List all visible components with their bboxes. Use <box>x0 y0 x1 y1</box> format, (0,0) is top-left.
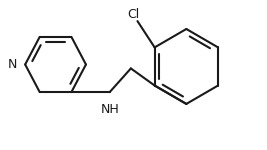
Text: Cl: Cl <box>127 8 140 21</box>
Text: N: N <box>8 58 17 71</box>
Text: NH: NH <box>100 103 119 116</box>
